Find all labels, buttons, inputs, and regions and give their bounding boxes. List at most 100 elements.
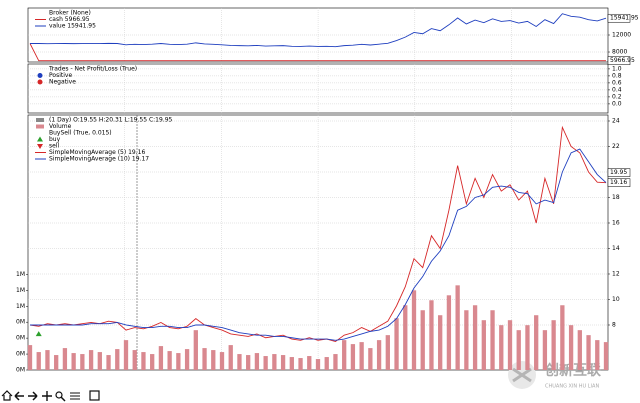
legend-label: Negative [49,79,76,86]
volume-bar [350,344,356,370]
volume-bar [62,348,68,370]
y-tick-label: 22 [612,143,620,150]
volume-bar [420,310,425,370]
volume-bar [464,310,469,370]
volume-bar [167,351,172,370]
volume-bar [446,295,452,370]
volume-bar [429,300,434,370]
volume-bar [376,340,382,370]
volume-bar [184,349,190,370]
y-tick-label: 0.0 [612,100,622,107]
volume-bar [333,354,338,370]
y-tick-label: 16 [612,219,620,226]
toolbar [1,390,100,402]
volume-bar [280,355,286,370]
legend-label: value 15941.95 [49,23,96,30]
y-tick-label: 0.6 [612,79,622,86]
y-tick-label: 18 [612,194,620,201]
volume-bar [36,352,41,370]
volume-bar [150,354,155,370]
volume-bar [54,355,59,370]
y2-tick-label: 1M [16,287,25,294]
legend-label: Positive [49,72,72,79]
legend-marker [36,124,44,129]
legend-marker [37,136,43,142]
volume-bar [490,310,495,370]
volume-bar [272,354,277,370]
legend-label: buy [49,136,61,143]
legend-label: SimpleMovingAverage (5) 19.16 [49,149,145,156]
volume-bar [237,354,242,370]
volume-bar [507,320,513,370]
series-line [30,148,607,341]
volume-bar [595,340,600,370]
legend-label: Trades - Net Profit/Loss (True) [48,66,137,73]
price-tag-box [607,56,631,65]
legend-label: sell [49,143,59,150]
volume-bar [368,348,373,370]
volume-bar [71,353,76,370]
volume-bar [123,340,129,370]
zoom-handle [60,396,66,402]
volume-bar [219,352,225,370]
volume-bar [97,352,102,370]
pan-icon[interactable] [42,391,52,401]
volume-bar [516,330,521,370]
volume-bar [394,318,399,370]
back-icon[interactable] [14,391,24,401]
volume-bar [385,335,390,370]
volume-bar [307,356,312,370]
volume-bar [115,349,120,370]
zoom-icon[interactable] [55,391,63,399]
volume-bar [499,325,504,370]
volume-bar [88,350,94,370]
price-tag: 19.95 [610,169,627,176]
series-line [29,125,607,343]
forward-icon[interactable] [28,391,38,401]
y-tick-label: 1.0 [612,65,622,72]
legend-label: cash 5966.95 [49,16,90,23]
volume-bar [315,359,321,370]
legend-marker [37,79,43,85]
volume-bar [141,352,146,370]
legend-label: SimpleMovingAverage (10) 19.17 [49,156,149,163]
y-tick-label: 0.8 [612,72,622,79]
volume-bar [45,350,50,370]
legend-marker [37,144,43,149]
legend-label: Broker (None) [49,10,91,17]
volume-bar [525,325,530,370]
y2-tick-label: 0M [16,335,25,342]
config-icon[interactable] [70,392,80,400]
home-icon[interactable] [1,390,13,401]
volume-bar [254,353,260,370]
volume-bar [289,357,294,370]
legend-label: Volume [49,123,72,130]
volume-bar [359,342,364,370]
price-tag: 19.16 [610,179,627,186]
y2-tick-label: 1M [16,303,25,310]
price-tag-box [607,168,631,177]
volume-bar [176,353,181,370]
price-tag: 5966.95 [610,57,635,64]
volume-bar [263,356,268,370]
volume-bar [342,340,347,370]
volume-bar [472,305,478,370]
volume-bar [202,348,207,370]
y-tick-label: 0.2 [612,93,622,100]
volume-bar [246,355,251,370]
series-line [29,43,606,62]
y-tick-label: 8000 [612,49,627,56]
save-icon[interactable] [89,390,100,401]
watermark-x [512,367,532,383]
legend-marker [37,73,43,78]
legend-label: (1 Day) O:19.55 H:20.31 L:19.55 C:19.95 [49,117,173,124]
volume-bar [481,320,486,370]
legend-label: BuySell (True, 0.015) [49,130,112,137]
volume-bar [560,305,565,370]
y-tick-label: 0.4 [612,86,622,93]
legend-marker [36,118,44,122]
volume-bar [438,315,443,370]
watermark-subtitle: CHUANG XIN HU LIAN [545,384,599,390]
volume-bar [193,330,198,370]
